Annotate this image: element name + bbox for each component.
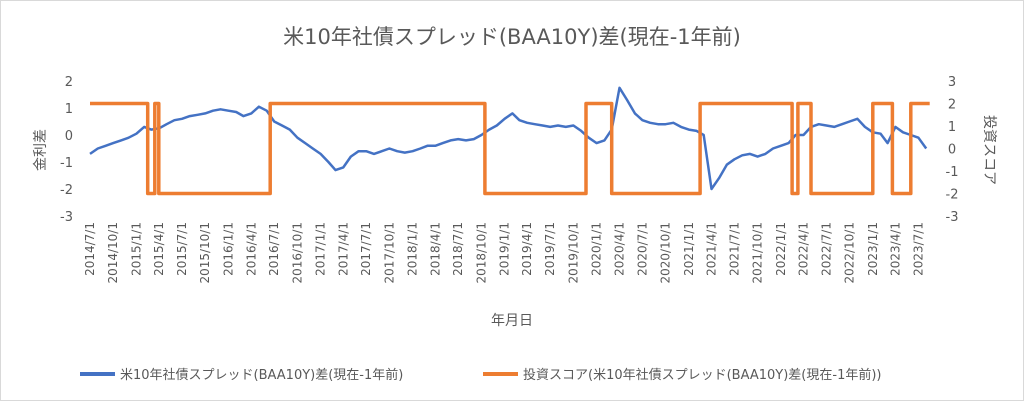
x-tick-label: 2016/10/1 xyxy=(290,222,304,284)
x-tick-label: 2016/1/1 xyxy=(221,222,235,276)
plot-area: 2 1 0 -1 -2 -3 3 2 1 0 -1 -2 -3 2014/7/1 2014/10/1 2015… xyxy=(60,75,958,284)
x-tick-label: 2015/4/1 xyxy=(152,222,166,276)
x-tick-label: 2016/7/1 xyxy=(267,222,281,276)
x-tick-label: 2017/10/1 xyxy=(382,222,396,284)
y-left-tick-label: -2 xyxy=(60,183,73,198)
x-tick-label: 2019/10/1 xyxy=(566,222,580,284)
x-tick-label: 2022/1/1 xyxy=(774,222,788,276)
x-tick-label: 2020/7/1 xyxy=(635,222,649,276)
x-tick-label: 2018/1/1 xyxy=(406,222,420,276)
x-tick-label: 2021/1/1 xyxy=(682,222,696,276)
x-axis-label: 年月日 xyxy=(491,313,533,329)
y-right-tick-label: -2 xyxy=(946,188,959,203)
x-tick-label: 2015/7/1 xyxy=(175,222,189,276)
x-tick-label: 2020/1/1 xyxy=(590,222,604,276)
y-left-tick-label: 2 xyxy=(65,75,73,90)
x-tick-label: 2019/1/1 xyxy=(498,222,512,276)
x-tick-label: 2020/10/1 xyxy=(659,222,673,284)
y-left-tick-label: -3 xyxy=(60,210,73,225)
x-tick-label: 2018/7/1 xyxy=(451,222,465,276)
legend: 米10年社債スプレッド(BAA10Y)差(現在-1年前) 投資スコア(米10年社… xyxy=(80,367,881,383)
x-tick-label: 2023/7/1 xyxy=(911,222,925,276)
y-right-tick-label: -1 xyxy=(946,165,959,180)
x-tick-label: 2022/7/1 xyxy=(819,222,833,276)
x-tick-label: 2014/7/1 xyxy=(83,222,97,276)
y-left-tick-label: 0 xyxy=(65,129,73,144)
y-right-tick-label: 1 xyxy=(948,120,956,135)
y-left-tick-label: -1 xyxy=(60,156,73,171)
y-left-tick-label: 1 xyxy=(65,102,73,117)
x-tick-label: 2022/10/1 xyxy=(843,222,857,284)
y-axis-left-label: 金利差 xyxy=(33,129,49,171)
x-tick-label: 2015/10/1 xyxy=(198,222,212,284)
x-tick-label: 2014/10/1 xyxy=(106,222,120,284)
chart-title: 米10年社債スプレッド(BAA10Y)差(現在-1年前) xyxy=(283,25,741,49)
y-right-tick-label: -3 xyxy=(946,210,959,225)
legend-label-score: 投資スコア(米10年社債スプレッド(BAA10Y)差(現在-1年前)) xyxy=(523,367,881,383)
x-tick-label: 2021/10/1 xyxy=(751,222,765,284)
y-right-tick-label: 0 xyxy=(948,143,956,158)
y-right-tick-label: 2 xyxy=(948,98,956,113)
x-tick-label: 2022/4/1 xyxy=(796,222,810,276)
x-tick-label: 2023/1/1 xyxy=(866,222,880,276)
x-tick-label: 2017/1/1 xyxy=(314,222,328,276)
series-line-spread xyxy=(89,86,928,191)
x-tick-label: 2018/10/1 xyxy=(474,222,488,284)
x-tick-label: 2021/7/1 xyxy=(727,222,741,276)
x-tick-label: 2019/4/1 xyxy=(520,222,534,276)
x-tick-label: 2015/1/1 xyxy=(129,222,143,276)
x-tick-label: 2020/4/1 xyxy=(612,222,626,276)
x-tick-label: 2017/7/1 xyxy=(359,222,373,276)
legend-label-spread: 米10年社債スプレッド(BAA10Y)差(現在-1年前) xyxy=(120,367,403,383)
x-tick-label: 2019/7/1 xyxy=(543,222,557,276)
x-tick-label: 2017/4/1 xyxy=(336,222,350,276)
y-right-tick-label: 3 xyxy=(948,75,956,90)
series-line-score xyxy=(90,101,930,196)
y-axis-right-label: 投資スコア xyxy=(981,115,997,185)
x-tick-label: 2023/4/1 xyxy=(888,222,902,276)
x-tick-label: 2018/4/1 xyxy=(428,222,442,276)
x-tick-label: 2016/4/1 xyxy=(244,222,258,276)
x-tick-label: 2021/4/1 xyxy=(704,222,718,276)
